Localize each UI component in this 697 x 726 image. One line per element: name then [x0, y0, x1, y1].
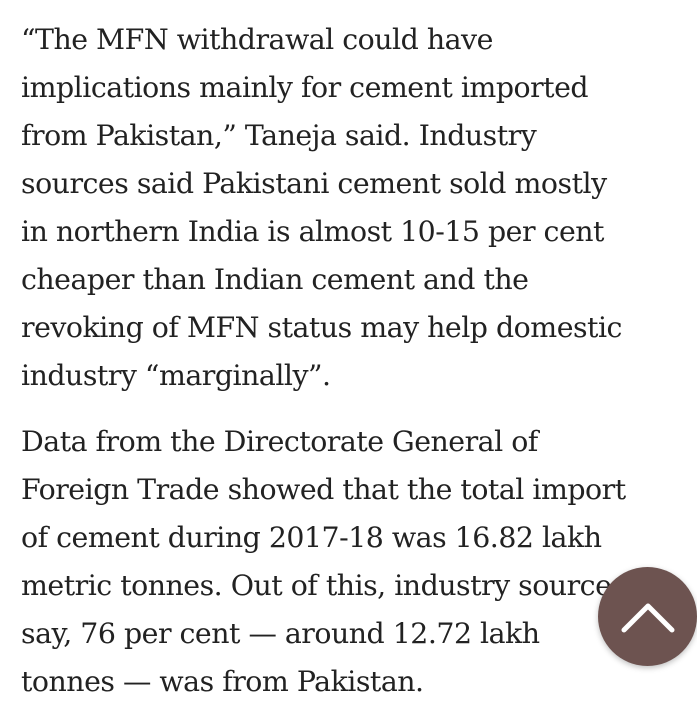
text-line: “The MFN withdrawal could have	[21, 23, 493, 56]
article-body: “The MFN withdrawal could have implicati…	[21, 16, 697, 706]
text-line: from Pakistan,” Taneja said. Industry	[21, 119, 537, 152]
text-line: implications mainly for cement imported	[21, 71, 589, 104]
text-line: in northern India is almost 10-15 per ce…	[21, 215, 604, 248]
text-line: industry “marginally”.	[21, 359, 331, 392]
text-line: Foreign Trade showed that the total impo…	[21, 473, 626, 506]
text-line: Data from the Directorate General of	[21, 425, 538, 458]
text-line: cheaper than Indian cement and the	[21, 263, 529, 296]
text-line: metric tonnes. Out of this, industry sou…	[21, 569, 626, 602]
text-line: tonnes — was from Pakistan.	[21, 665, 424, 698]
text-line: sources said Pakistani cement sold mostl…	[21, 167, 607, 200]
scroll-to-top-button[interactable]	[598, 567, 697, 666]
text-line: of cement during 2017-18 was 16.82 lakh	[21, 521, 602, 554]
chevron-up-icon	[620, 600, 676, 634]
article-paragraph: “The MFN withdrawal could have implicati…	[21, 16, 697, 400]
text-line: revoking of MFN status may help domestic	[21, 311, 622, 344]
article-paragraph: Data from the Directorate General of For…	[21, 418, 697, 706]
text-line: say, 76 per cent — around 12.72 lakh	[21, 617, 540, 650]
